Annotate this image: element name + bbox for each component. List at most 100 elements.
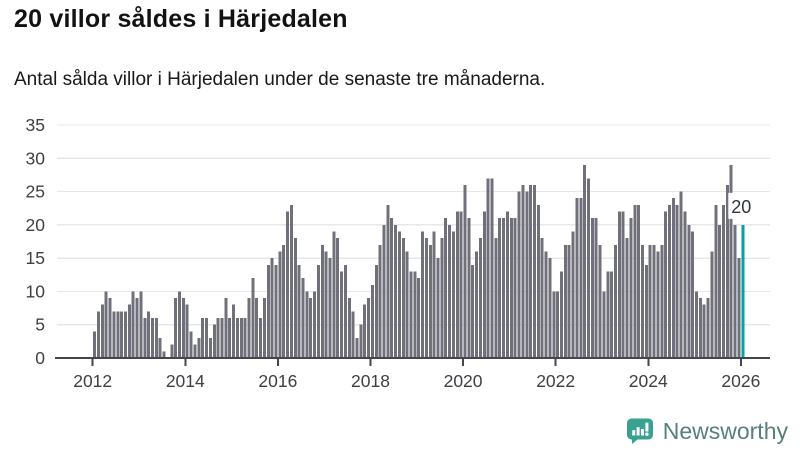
bar [421,231,425,358]
bar [660,244,664,358]
x-axis-label: 2016 [258,371,297,391]
bar [637,204,641,358]
bar [212,324,216,358]
bar [181,298,185,358]
bar [644,264,648,358]
page-title: 20 villor såldes i Härjedalen [14,5,348,33]
bar [394,224,398,358]
bar [401,238,405,358]
bar [363,304,367,358]
bar [486,178,490,358]
bar [722,204,725,358]
bar [725,184,729,358]
bar [374,264,378,358]
bar [613,244,617,358]
bar [536,204,540,358]
y-axis-label: 20 [26,215,46,235]
bar [428,244,432,358]
speech-bubble-shape [626,418,653,444]
bar [97,311,101,358]
bar [154,318,158,358]
bar [451,231,455,358]
bar [463,184,467,358]
bar [509,218,513,358]
bar [733,224,737,358]
bar [147,311,151,358]
bar [617,211,621,358]
bar [235,318,239,358]
bar [490,178,494,358]
page-subtitle: Antal sålda villor i Härjedalen under de… [14,69,546,90]
bar [621,211,625,358]
bar [104,291,108,358]
bar [691,231,695,358]
bar [482,211,486,358]
bar [185,304,189,358]
bar [390,218,394,358]
bar [336,238,340,358]
bar [205,318,209,358]
bar [301,278,305,358]
bar [714,204,718,358]
latest-value-label-bg [728,192,757,219]
bar [695,291,698,358]
y-axis-label: 5 [35,315,45,335]
bar [239,318,243,358]
bar [544,251,548,358]
bar [432,231,436,358]
bar [100,304,104,358]
bar [178,291,182,358]
bar [440,238,444,358]
bar [475,251,479,358]
bar [590,218,594,358]
x-axis-label: 2026 [721,371,760,391]
bar [517,191,521,358]
bar [706,298,710,358]
bar [251,278,255,358]
bar [702,304,706,358]
bar [193,344,197,358]
bar [405,251,409,358]
y-axis-label: 25 [26,182,45,202]
bar [127,304,131,358]
bar [667,204,671,358]
bar [729,164,733,358]
bar [112,311,116,358]
bar [332,231,336,358]
bar [556,291,560,358]
bar [563,244,567,358]
bar [201,318,205,358]
bar [525,191,529,358]
bar [698,298,702,358]
bar [679,191,683,358]
x-axis-label: 2014 [166,371,205,391]
bar [328,258,332,358]
bar [548,258,552,358]
bar [347,298,351,358]
bar [135,298,139,358]
bar [675,204,679,358]
bar [625,238,629,358]
bar [316,264,320,358]
bar [579,198,583,358]
x-axis-label: 2024 [629,371,668,391]
bar [320,244,324,358]
y-axis-label: 10 [26,281,46,301]
bar [313,291,317,358]
bar [370,284,374,358]
bar [610,271,614,358]
bar [247,298,251,358]
bar [648,244,652,358]
bar [289,204,293,358]
bar [220,318,224,358]
bar [293,238,297,358]
bar [355,338,359,358]
y-axis-label: 30 [26,148,46,168]
bar [498,218,502,358]
bar [131,291,135,358]
bar [606,271,610,358]
bar [216,318,220,358]
bar [282,244,286,358]
bar [664,211,668,358]
bar [274,264,278,358]
